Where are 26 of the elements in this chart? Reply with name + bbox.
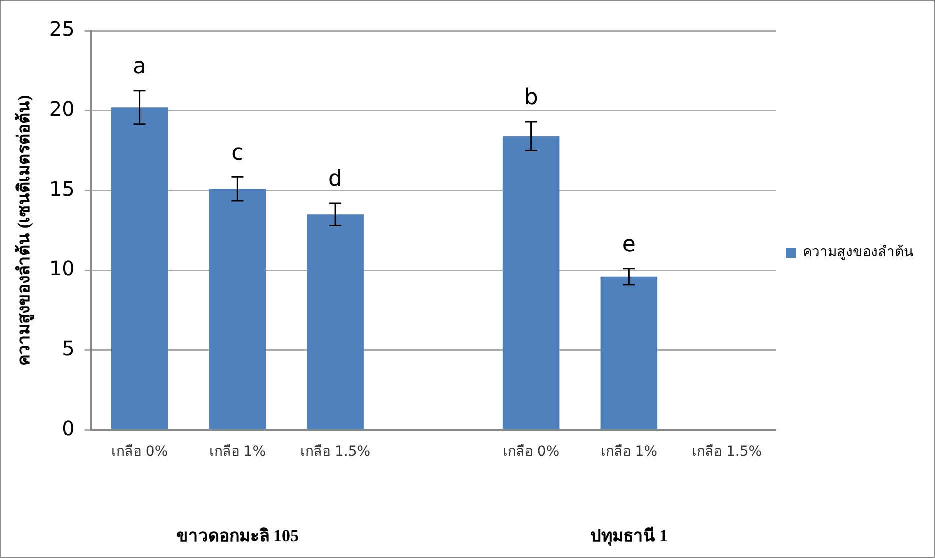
- text: ขาวดอกมะลิ 105: [176, 526, 300, 546]
- bar: [209, 189, 266, 430]
- y-tick-label: 25: [49, 17, 75, 42]
- bar: [307, 214, 364, 430]
- data-label: e: [622, 232, 636, 258]
- x-tick-label: เกลือ 0%: [502, 444, 560, 460]
- bar: [502, 136, 560, 430]
- y-axis-title: ความสูงของลำต้น (เซนติเมตรต่อต้น): [14, 95, 36, 366]
- x-tick-label: เกลือ 1.5%: [692, 444, 762, 460]
- x-tick-label: เกลือ 1%: [209, 444, 266, 460]
- data-label: a: [133, 54, 147, 80]
- y-tick-label: 15: [49, 176, 75, 201]
- y-tick-label: 10: [49, 256, 75, 281]
- data-label: c: [232, 140, 244, 166]
- text: ปทุมธานี 1: [590, 525, 668, 546]
- y-tick-label: 5: [62, 336, 75, 361]
- data-label: b: [524, 86, 538, 111]
- bar: [600, 276, 658, 430]
- legend-label: ความสูงของลำต้น: [803, 244, 914, 261]
- data-label: d: [328, 167, 343, 192]
- x-tick-label: เกลือ 0%: [111, 444, 168, 460]
- x-tick-label: เกลือ 1.5%: [300, 444, 371, 460]
- x-tick-label: เกลือ 1%: [600, 444, 658, 460]
- bar: [111, 108, 168, 430]
- y-tick-label: 20: [49, 97, 75, 122]
- y-tick-label: 0: [62, 416, 75, 440]
